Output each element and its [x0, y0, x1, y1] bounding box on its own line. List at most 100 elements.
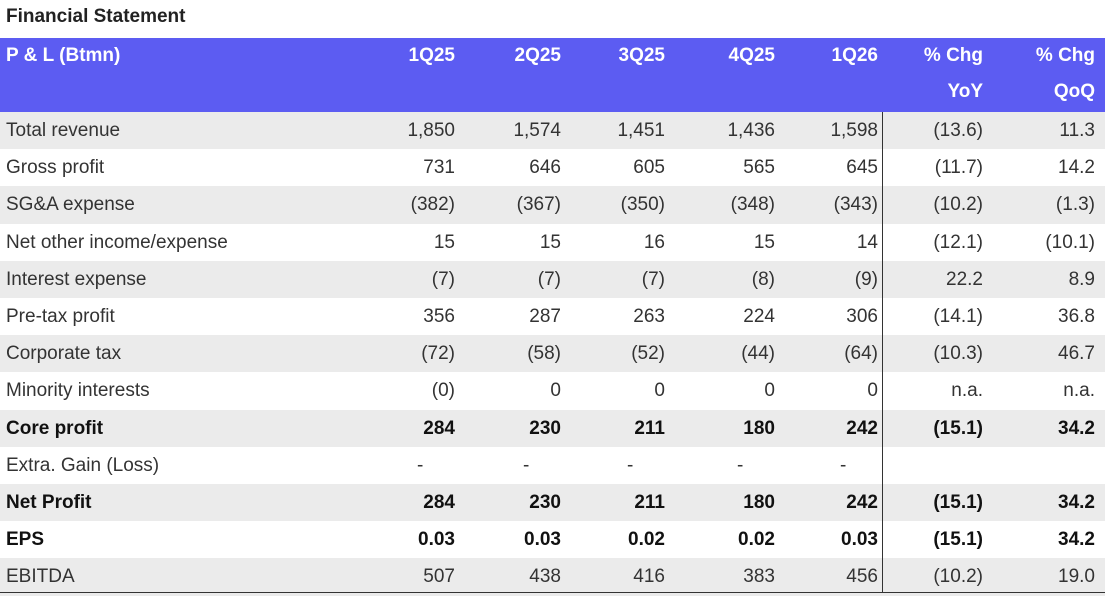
column-divider	[882, 112, 883, 593]
table-row: EBITDA 507 438 416 383 456 (10.2) 19.0	[0, 558, 1105, 596]
table-row: Net Profit 284 230 211 180 242 (15.1) 34.2	[0, 484, 1105, 522]
table-cell: 8.9	[1068, 268, 1095, 290]
table-cell: 15	[539, 231, 561, 253]
table-cell: 605	[633, 157, 665, 179]
table-cell: 1,598	[830, 120, 878, 141]
table-cell: 646	[529, 157, 561, 179]
table-cell: 263	[633, 306, 665, 327]
table-cell: 383	[743, 566, 775, 588]
table-cell: 230	[529, 417, 561, 439]
table-cell: (367)	[516, 194, 561, 216]
table-row: Interest expense (7) (7) (7) (8) (9) 22.2 8.9	[0, 260, 1105, 298]
table-cell: -	[627, 454, 634, 476]
table-cell: 211	[634, 417, 665, 439]
table-cell: EPS	[6, 529, 45, 551]
table-cell: 565	[743, 157, 775, 179]
table-cell: 14	[856, 231, 878, 253]
table-cell: (10.3)	[933, 343, 983, 365]
table-cell: Interest expense	[6, 268, 147, 290]
table-cell: 356	[423, 306, 455, 327]
table-cell: 242	[846, 492, 878, 513]
title: Financial Statement	[6, 6, 186, 27]
table-header: P & L (Btmn) 1Q25 2Q25 3Q25 4Q25 1Q26 % Chg YoY…	[0, 38, 1105, 112]
table-cell: (10.1)	[1045, 231, 1095, 253]
table-cell: (15.1)	[933, 492, 983, 513]
table-cell: 230	[529, 492, 561, 513]
header-cell: % Chg	[923, 45, 983, 66]
table-cell: (0)	[431, 380, 455, 402]
table-cell: -	[737, 454, 744, 476]
table-cell: 180	[743, 492, 775, 513]
table-cell: Pre-tax profit	[6, 306, 115, 327]
header-cell: YoY	[947, 81, 983, 102]
table-cell: 456	[846, 566, 878, 588]
table-cell: 287	[529, 306, 561, 327]
table-cell: 416	[633, 566, 665, 588]
table-cell: (72)	[421, 343, 455, 365]
table-row: Net other income/expense 15 15 16 15 14 (12.1)…	[0, 223, 1105, 261]
table-cell: Corporate tax	[6, 343, 122, 365]
table-cell: 1,436	[727, 120, 775, 141]
table-cell: 19.0	[1058, 566, 1095, 588]
table-cell: (7)	[641, 268, 665, 290]
table-row: Extra. Gain (Loss) - - - - -	[0, 446, 1105, 484]
table-cell: 14.2	[1058, 157, 1095, 179]
table-row: SG&A expense (382) (367) (350) (348) (343) (10…	[0, 186, 1105, 224]
table-cell: (7)	[431, 268, 455, 290]
table-cell: Extra. Gain (Loss)	[6, 454, 160, 476]
header-cell: 3Q25	[618, 45, 665, 66]
table-cell: 438	[529, 566, 561, 588]
table-cell: 46.7	[1058, 343, 1095, 365]
table-cell: -	[417, 454, 424, 476]
table-cell: Gross profit	[6, 157, 105, 179]
table-cell: -	[523, 454, 530, 476]
table-row: Total revenue 1,850 1,574 1,451 1,436 1,598 (1…	[0, 112, 1105, 150]
table-cell: (348)	[730, 194, 775, 216]
header-cell: P & L (Btmn)	[6, 45, 121, 66]
table-cell: 0.03	[524, 529, 561, 551]
table-cell: (15.1)	[933, 529, 983, 551]
table-cell: 731	[423, 157, 455, 179]
table-cell: (52)	[631, 343, 665, 365]
table-cell: 22.2	[946, 268, 983, 290]
table-cell: (9)	[854, 268, 878, 290]
header-cell: 1Q26	[831, 45, 878, 66]
table-cell: 1,850	[407, 120, 455, 141]
table-cell: 16	[643, 231, 665, 253]
table-cell: (14.1)	[933, 306, 983, 327]
table-cell: 36.8	[1058, 306, 1095, 327]
table-cell: 0.03	[841, 529, 878, 551]
table-cell: 0	[867, 380, 878, 402]
table-row: Minority interests (0) 0 0 0 0 n.a. n.a.	[0, 372, 1105, 410]
table-cell: n.a.	[951, 380, 983, 402]
table-cell: (64)	[844, 343, 878, 365]
table-cell: (12.1)	[933, 231, 983, 253]
table-cell: (44)	[741, 343, 775, 365]
table-row: EPS 0.03 0.03 0.02 0.02 0.03 (15.1) 34.2	[0, 521, 1105, 559]
table-cell: n.a.	[1063, 380, 1095, 402]
table-cell: (11.7)	[934, 157, 983, 179]
table-cell: 1,574	[513, 120, 561, 141]
table-cell: (10.2)	[933, 566, 983, 588]
table-cell: 0.02	[628, 529, 665, 551]
table-cell: 242	[846, 417, 878, 439]
table-row: Corporate tax (72) (58) (52) (44) (64) (10.3) 4…	[0, 335, 1105, 373]
table-row: Pre-tax profit 356 287 263 224 306 (14.1) 36.8	[0, 298, 1105, 336]
table-cell: 0	[654, 380, 665, 402]
table-cell: 34.2	[1058, 529, 1095, 551]
table-cell: SG&A expense	[6, 194, 135, 216]
table-cell: Minority interests	[6, 380, 150, 402]
table-cell: (58)	[527, 343, 561, 365]
table-cell: Net Profit	[6, 492, 92, 513]
table-cell: 15	[753, 231, 775, 253]
table-cell: (343)	[833, 194, 878, 216]
table-cell: 284	[423, 492, 455, 513]
table-row: Core profit 284 230 211 180 242 (15.1) 34.2	[0, 409, 1105, 447]
table-cell: 34.2	[1058, 492, 1095, 513]
header-cell: 4Q25	[728, 45, 775, 66]
table-cell: 645	[846, 157, 878, 179]
table-cell: 507	[423, 566, 455, 588]
table-cell: Core profit	[6, 417, 104, 439]
table-cell: 284	[423, 417, 455, 439]
table-cell: 15	[433, 231, 455, 253]
